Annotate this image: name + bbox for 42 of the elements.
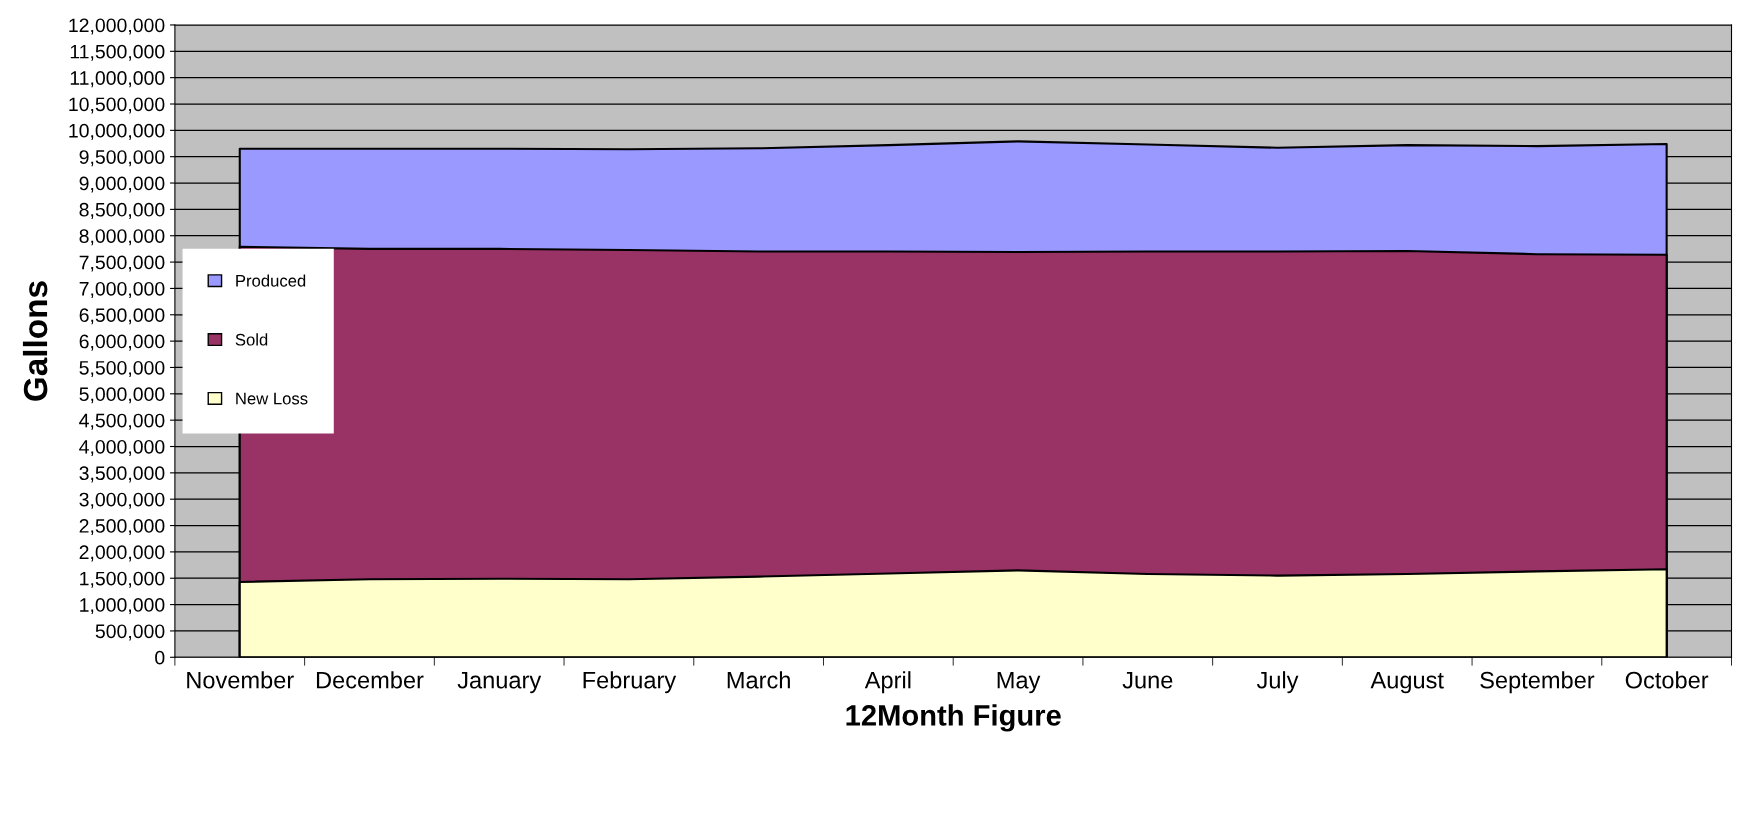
y-tick-label: 7,000,000	[79, 281, 165, 298]
y-axis-title: Gallons	[22, 281, 48, 401]
x-axis-title: 12Month Figure	[846, 704, 1061, 732]
y-tick-label: 12,000,000	[69, 18, 165, 35]
x-tick-label: November	[187, 671, 294, 689]
y-tick-label: 10,500,000	[69, 97, 165, 114]
x-tick-label: December	[316, 671, 424, 689]
x-tick-label: February	[583, 671, 677, 694]
legend-label: Sold	[235, 333, 268, 346]
y-tick-label: 2,500,000	[79, 519, 165, 536]
x-tick-label: June	[1122, 672, 1173, 689]
y-tick-label: 0	[155, 650, 165, 665]
y-tick-label: 11,500,000	[70, 44, 165, 61]
y-tick-label: 9,000,000	[79, 176, 165, 193]
y-tick-label: 7,500,000	[79, 255, 165, 272]
x-tick-label: October	[1625, 671, 1709, 689]
y-tick-label: 1,500,000	[80, 571, 165, 588]
legend-label: Produced	[236, 274, 306, 287]
y-tick-label: 5,500,000	[79, 360, 165, 377]
y-tick-label: 4,500,000	[79, 413, 165, 430]
x-tick-label: January	[457, 672, 542, 694]
y-tick-label: 5,000,000	[79, 387, 165, 404]
y-tick-label: 4,000,000	[79, 439, 165, 457]
x-tick-label: April	[864, 671, 911, 694]
x-tick-label: March	[727, 671, 790, 689]
x-tick-label: July	[1256, 671, 1299, 694]
y-tick-label: 8,000,000	[79, 229, 165, 246]
y-tick-label: 8,500,000	[79, 202, 165, 219]
legend-label: New Loss	[236, 392, 308, 405]
y-tick-label: 500,000	[95, 624, 165, 641]
x-tick-label: May	[997, 672, 1041, 694]
y-tick-label: 6,000,000	[79, 334, 165, 351]
y-tick-label: 9,500,000	[79, 150, 165, 167]
y-tick-label: 3,500,000	[79, 466, 165, 483]
y-tick-label: 1,000,000	[80, 598, 165, 615]
y-tick-label: 11,000,000	[70, 71, 165, 88]
y-tick-label: 2,000,000	[79, 545, 165, 562]
x-tick-label: September	[1480, 671, 1595, 694]
y-tick-label: 10,000,000	[69, 123, 165, 140]
y-tick-label: 3,000,000	[79, 492, 165, 509]
x-tick-label: August	[1370, 672, 1444, 694]
y-tick-label: 6,500,000	[79, 308, 165, 325]
